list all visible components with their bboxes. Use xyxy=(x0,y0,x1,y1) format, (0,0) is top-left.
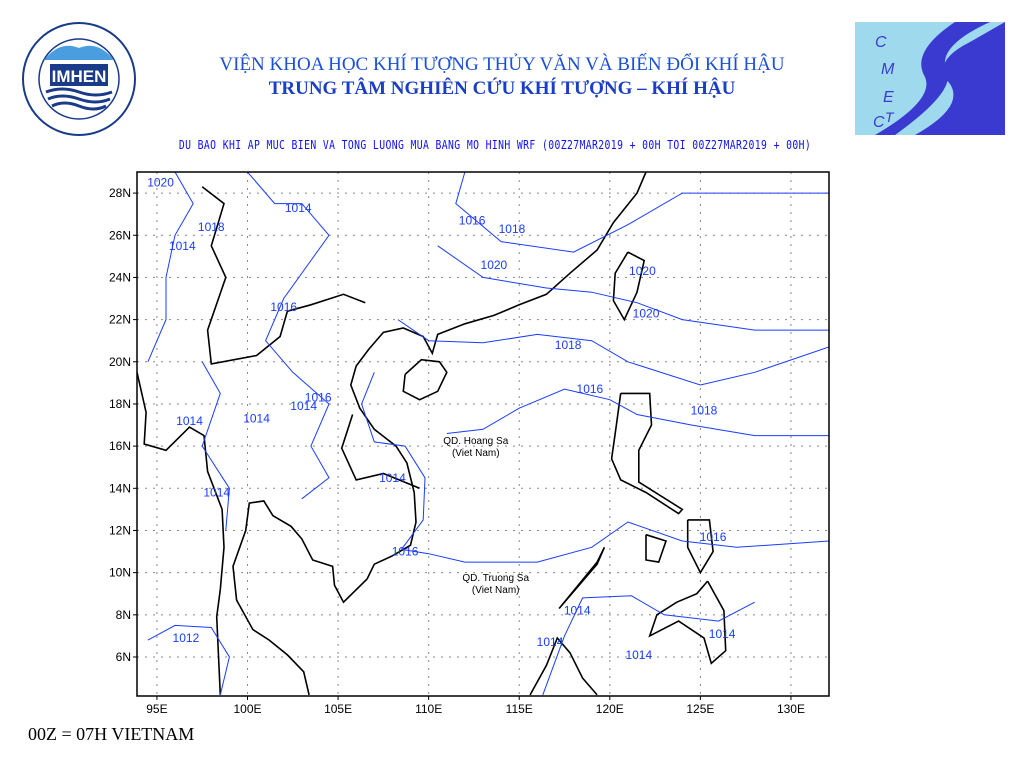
isobar-label: 1014 xyxy=(625,648,652,662)
isobar xyxy=(446,388,829,437)
isobar-label: 1016 xyxy=(270,300,297,314)
cmetc-logo: C M E T C xyxy=(855,22,1005,135)
isobar xyxy=(542,595,755,696)
x-tick-label: 100E xyxy=(233,702,261,716)
y-tick-label: 8N xyxy=(116,608,131,622)
place-label: QD. Hoang Sa xyxy=(443,436,508,447)
svg-text:IMHEN: IMHEN xyxy=(52,67,107,86)
coastline xyxy=(232,172,647,696)
isobar-label: 1014 xyxy=(379,471,406,485)
isobar-label: 1018 xyxy=(198,220,225,234)
isobar xyxy=(147,624,230,696)
isobar xyxy=(361,372,829,563)
coastline xyxy=(529,636,598,696)
isobar-label: 1020 xyxy=(633,306,660,320)
coastline xyxy=(201,186,366,365)
svg-text:C: C xyxy=(875,34,887,51)
y-tick-label: 24N xyxy=(109,270,131,284)
isobar-label: 1016 xyxy=(577,382,604,396)
isobar-label: 1014 xyxy=(564,604,591,618)
isobar xyxy=(201,361,230,531)
isobar-label: 1018 xyxy=(499,222,526,236)
coastline xyxy=(137,372,225,695)
isobar xyxy=(455,172,829,253)
y-tick-label: 10N xyxy=(109,566,131,580)
center-title: TRUNG TÂM NGHIÊN CỨU KHÍ TƯỢNG – KHÍ HẬU xyxy=(268,78,736,99)
isobar-label: 1016 xyxy=(305,391,332,405)
isobar-label: 1014 xyxy=(169,239,196,253)
y-tick-label: 22N xyxy=(109,313,131,327)
isobar-label: 1020 xyxy=(629,264,656,278)
isobar-label: 1014 xyxy=(176,414,203,428)
place-label-sub: (Viet Nam) xyxy=(452,448,500,459)
coastline xyxy=(340,414,420,490)
y-tick-label: 16N xyxy=(109,439,131,453)
imhen-logo: IMHEN xyxy=(22,22,136,136)
isobar xyxy=(247,172,330,500)
y-tick-label: 26N xyxy=(109,228,131,242)
svg-text:C: C xyxy=(873,114,885,131)
coastline xyxy=(645,533,668,563)
y-tick-label: 18N xyxy=(109,397,131,411)
y-tick-label: 14N xyxy=(109,481,131,495)
y-tick-label: 28N xyxy=(109,186,131,200)
isobar-label: 1016 xyxy=(459,213,486,227)
coastline xyxy=(612,251,646,322)
isobar xyxy=(437,245,829,331)
x-tick-label: 115E xyxy=(506,702,533,716)
map-frame xyxy=(136,171,830,697)
y-tick-label: 6N xyxy=(116,650,131,664)
isobar-label: 1014 xyxy=(537,635,564,649)
svg-text:M: M xyxy=(881,61,895,78)
institute-title: VIỆN KHOA HỌC KHÍ TƯỢNG THỦY VĂN VÀ BIẾN… xyxy=(219,54,785,75)
y-tick-label: 12N xyxy=(109,523,131,537)
isobar-label: 1014 xyxy=(203,486,230,500)
timezone-note: 00Z = 07H VIETNAM xyxy=(28,724,195,744)
coastline xyxy=(610,392,684,515)
map-title: DU BAO KHI AP MUC BIEN VA TONG LUONG MUA… xyxy=(178,137,812,152)
x-tick-label: 120E xyxy=(596,702,624,716)
isobar-label: 1020 xyxy=(481,258,508,272)
isobar-label: 1014 xyxy=(243,412,270,426)
x-tick-label: 125E xyxy=(686,702,714,716)
isobar-label: 1014 xyxy=(709,627,736,641)
x-tick-label: 105E xyxy=(324,702,352,716)
coastline xyxy=(558,546,606,610)
x-tick-label: 95E xyxy=(146,702,167,716)
place-label: QD. Truong Sa xyxy=(462,573,529,584)
x-tick-label: 110E xyxy=(415,702,442,716)
coastline xyxy=(686,519,714,575)
isobar-label: 1018 xyxy=(555,338,582,352)
x-tick-label: 130E xyxy=(777,702,805,716)
isobar-label: 1018 xyxy=(691,403,718,417)
isobar-label: 1016 xyxy=(700,530,727,544)
y-tick-label: 20N xyxy=(109,355,131,369)
svg-text:E: E xyxy=(883,89,894,106)
coastline xyxy=(402,358,448,401)
isobar-label: 1012 xyxy=(173,631,200,645)
svg-text:T: T xyxy=(885,109,895,125)
isobar-label: 1014 xyxy=(290,399,317,413)
isobar xyxy=(397,319,829,386)
isobar-label: 1016 xyxy=(392,545,419,559)
isobar xyxy=(147,172,194,362)
isobar-label: 1020 xyxy=(147,176,174,190)
place-label-sub: (Viet Nam) xyxy=(472,585,520,596)
isobar-label: 1014 xyxy=(285,201,312,215)
coastline xyxy=(648,580,727,665)
